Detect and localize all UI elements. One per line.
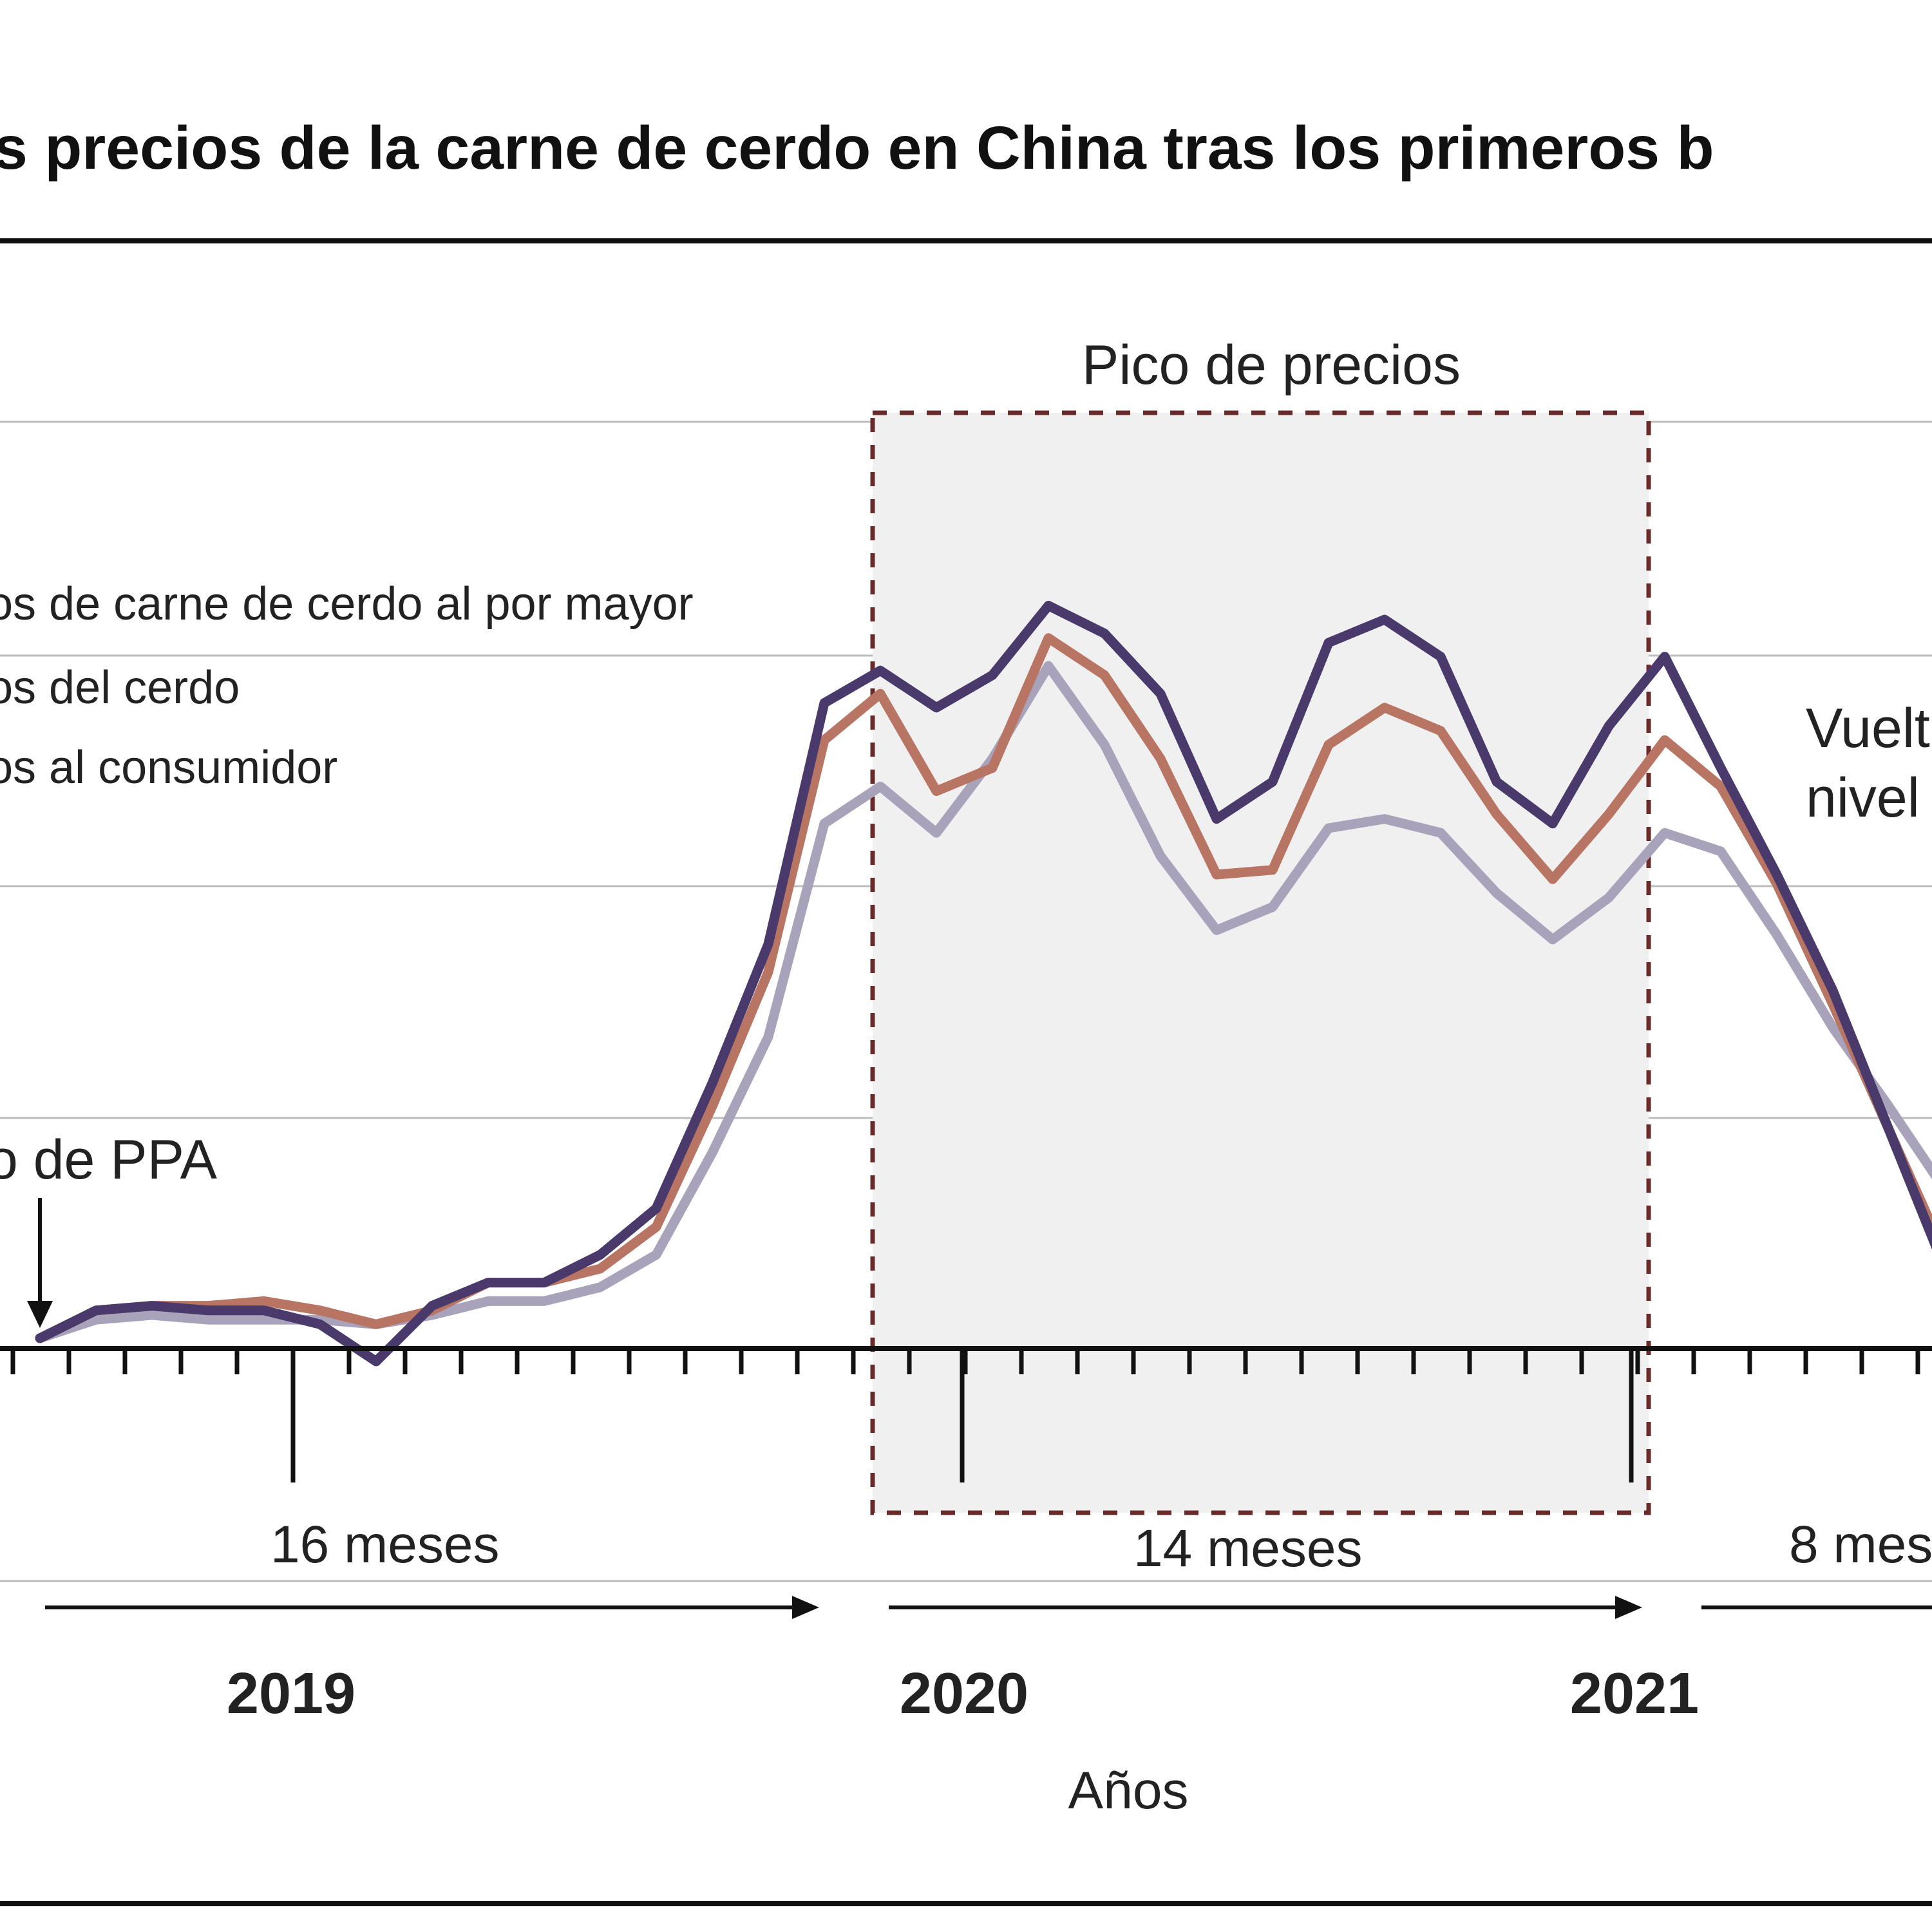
year-label-2019: 2019	[227, 1662, 355, 1726]
legend-wholesale: os de carne de cerdo al por mayor	[0, 578, 694, 630]
year-label-2020: 2020	[900, 1662, 1028, 1726]
x-axis-label: Años	[1068, 1761, 1189, 1820]
series-lines	[35, 600, 1932, 1367]
price-peak-label: Pico de precios	[1082, 334, 1461, 396]
legend-pig: os del cerdo	[0, 662, 240, 714]
ppa-arrowhead-icon	[27, 1301, 53, 1328]
legend-consumer: os al consumidor	[0, 742, 337, 793]
period-16-label: 16 meses	[270, 1515, 500, 1574]
x-ticks	[10, 1349, 1920, 1482]
chart-title: s precios de la carne de cerdo en China …	[0, 114, 1714, 182]
series-line-1	[35, 600, 1932, 1367]
recovery-label-1: Vuelt	[1806, 697, 1930, 759]
series-line-2	[35, 633, 1932, 1343]
year-label-2021: 2021	[1570, 1662, 1699, 1726]
period-8-label: 8 mes	[1789, 1515, 1932, 1574]
year-labels: 2019 2020 2021	[227, 1662, 1699, 1726]
legend: os de carne de cerdo al por mayor os del…	[0, 578, 694, 793]
arrowhead-icon	[792, 1596, 819, 1619]
price-peak-box	[870, 410, 1651, 1515]
period-14-label: 14 meses	[1133, 1519, 1363, 1578]
arrowhead-icon	[1615, 1596, 1642, 1619]
recovery-label-2: nivel	[1806, 767, 1920, 829]
ppa-label: o de PPA	[0, 1129, 218, 1191]
